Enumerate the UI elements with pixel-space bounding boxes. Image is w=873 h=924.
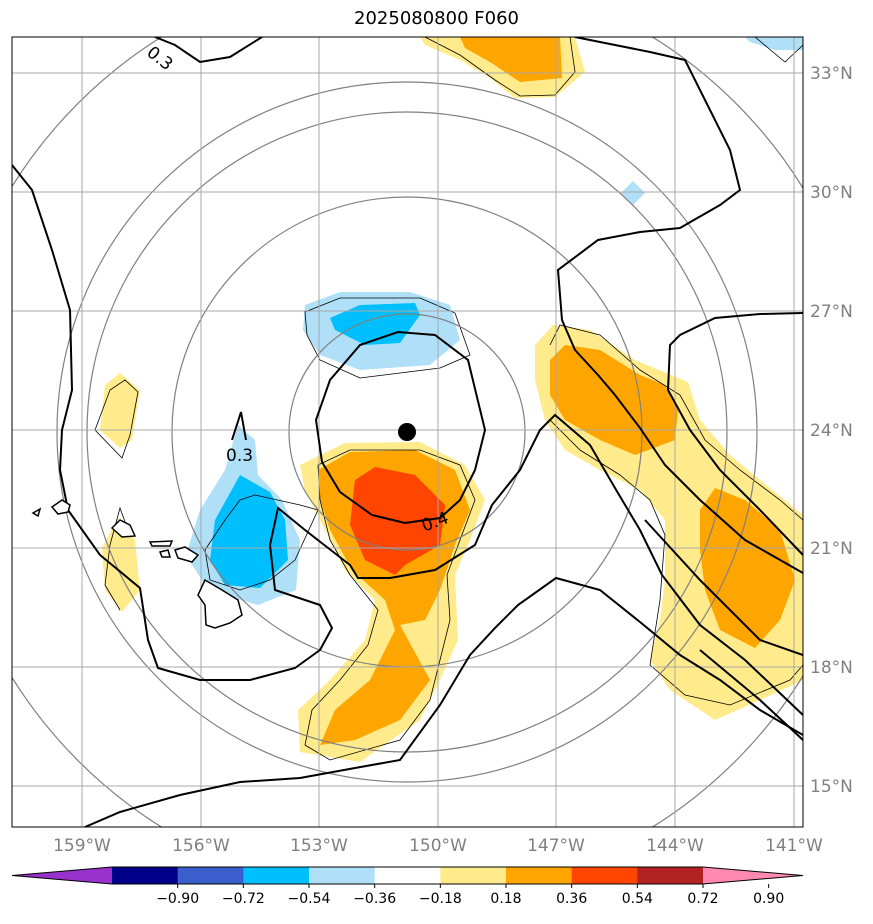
map-title: 2025080800 F060 xyxy=(354,8,519,29)
colorbar: −0.90 −0.72 −0.54 −0.36 −0.18 0.18 0.36 0.54 0.7… xyxy=(11,866,804,907)
latitude-labels: 33°N 30°N 27°N 24°N 21°N 18°N 15°N xyxy=(810,64,853,797)
range-ring xyxy=(288,313,526,551)
lat-label: 33°N xyxy=(810,64,853,84)
colorbar-tick-label: −0.36 xyxy=(353,891,396,907)
thin-contour xyxy=(754,37,803,63)
lon-label: 159°W xyxy=(53,836,111,856)
graticule xyxy=(12,37,803,827)
coastlines xyxy=(31,499,243,629)
range-ring xyxy=(56,81,758,783)
negative-anomaly-hawaii-core xyxy=(210,475,288,588)
colorbar-tick-label: −0.18 xyxy=(419,891,462,907)
negative-anomaly-small xyxy=(621,181,645,205)
colorbar-tick-label: 0.54 xyxy=(622,891,653,907)
bold-contour-0.4 xyxy=(314,330,487,525)
bold-contour xyxy=(699,649,803,741)
colorbar-tick-label: 0.36 xyxy=(556,891,587,907)
positive-anomaly-east-orange xyxy=(550,345,678,455)
map-plot-area: 0.3 0.3 0.4 xyxy=(12,37,803,827)
positive-anomaly-sw xyxy=(102,518,140,612)
bold-contour xyxy=(644,519,803,656)
thin-contour xyxy=(104,506,129,611)
lat-label: 18°N xyxy=(810,658,853,678)
island xyxy=(110,519,137,538)
positive-anomaly-top-core xyxy=(460,37,562,82)
contour-label: 0.3 xyxy=(226,446,253,466)
colorbar-tick-label: 0.90 xyxy=(753,891,784,907)
colorbar-segment xyxy=(243,867,310,884)
bold-contour xyxy=(84,576,803,827)
colorbar-segment xyxy=(112,867,179,884)
colorbar-segment xyxy=(637,867,704,884)
map-frame xyxy=(11,36,804,828)
colorbar-tick-label: −0.90 xyxy=(156,891,199,907)
lon-label: 150°W xyxy=(409,836,467,856)
colorbar-segment xyxy=(440,867,507,884)
thin-contour xyxy=(549,419,803,706)
contour-label: 0.3 xyxy=(143,43,177,75)
colorbar-tick-label: −0.72 xyxy=(222,891,265,907)
island xyxy=(158,549,171,558)
bold-contour xyxy=(667,312,803,391)
colorbar-segment xyxy=(506,867,573,884)
colorbar-tick-label: −0.54 xyxy=(288,891,331,907)
lat-label: 27°N xyxy=(810,302,853,322)
bold-contour-0.3 xyxy=(154,37,263,64)
colorbar-segment xyxy=(309,867,376,884)
lon-label: 153°W xyxy=(290,836,348,856)
thin-contour xyxy=(94,379,139,459)
colorbar-segment xyxy=(571,867,638,884)
thin-contours xyxy=(94,37,803,761)
lat-label: 24°N xyxy=(810,421,853,441)
range-ring xyxy=(12,37,803,827)
colorbar-tick-label: 0.72 xyxy=(687,891,718,907)
negative-anomaly-north-core xyxy=(330,303,420,345)
island xyxy=(31,507,42,518)
positive-anomaly-west xyxy=(100,373,140,448)
bold-contour-0.3 xyxy=(12,164,803,716)
lon-label: 144°W xyxy=(646,836,704,856)
lat-label: 15°N xyxy=(810,777,853,797)
lon-label: 147°W xyxy=(527,836,585,856)
lon-label: 141°W xyxy=(765,836,823,856)
bold-contour xyxy=(556,37,803,574)
island xyxy=(50,499,71,515)
lon-label: 156°W xyxy=(172,836,230,856)
longitude-labels: 159°W 156°W 153°W 150°W 147°W 144°W 141°… xyxy=(53,836,823,856)
island xyxy=(174,546,200,563)
thin-contour xyxy=(549,324,803,521)
island-big-island xyxy=(197,578,243,629)
bold-contour xyxy=(667,389,803,556)
colorbar-extend-low xyxy=(12,867,112,884)
colorbar-extend-high xyxy=(703,867,803,884)
thin-contour xyxy=(304,297,471,379)
range-rings xyxy=(12,37,803,827)
colorbar-segment xyxy=(177,867,244,884)
bold-contour-0.3 xyxy=(231,411,247,441)
island xyxy=(148,540,174,547)
thin-contour xyxy=(424,37,576,97)
colorbar-outline xyxy=(11,866,804,885)
colorbar-tick-label: 0.18 xyxy=(490,891,521,907)
lat-label: 21°N xyxy=(810,539,853,559)
bold-contours xyxy=(12,37,803,827)
colorbar-segment xyxy=(374,867,441,884)
thin-contour xyxy=(204,494,319,591)
storm-center-marker xyxy=(398,423,416,441)
lat-label: 30°N xyxy=(810,183,853,203)
thin-contour xyxy=(304,449,476,761)
positive-anomaly-east-orange2 xyxy=(700,488,795,648)
